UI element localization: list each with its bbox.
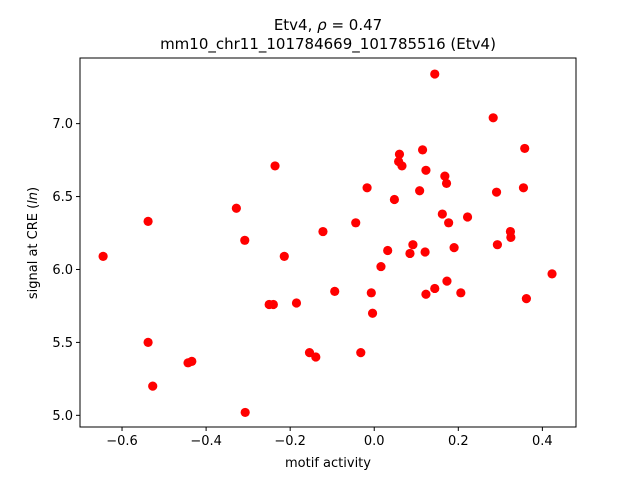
data-point bbox=[449, 243, 459, 253]
data-point bbox=[240, 235, 250, 245]
data-point bbox=[279, 251, 289, 261]
y-tick-label: 7.0 bbox=[52, 117, 73, 132]
data-point bbox=[231, 203, 241, 213]
data-point bbox=[437, 209, 447, 219]
data-point bbox=[318, 226, 328, 237]
data-point bbox=[444, 218, 454, 228]
data-point bbox=[389, 194, 400, 205]
data-point bbox=[98, 251, 108, 261]
y-axis-label-italic: ln bbox=[26, 192, 41, 204]
data-point bbox=[518, 183, 529, 193]
chart-title-prefix: Etv4, bbox=[274, 16, 317, 34]
data-point bbox=[417, 145, 428, 155]
data-point bbox=[491, 187, 502, 197]
y-tick-label: 6.0 bbox=[52, 263, 73, 278]
data-point bbox=[268, 299, 278, 310]
data-point bbox=[547, 269, 557, 279]
data-point bbox=[148, 381, 158, 391]
y-axis-label-suffix: ) bbox=[26, 187, 41, 192]
data-point bbox=[240, 407, 250, 418]
data-point bbox=[408, 240, 418, 250]
data-point bbox=[143, 216, 153, 226]
data-point bbox=[366, 288, 376, 298]
x-tick-label: −0.4 bbox=[190, 434, 222, 449]
data-point bbox=[421, 165, 431, 175]
data-point bbox=[430, 69, 440, 79]
y-axis-label-prefix: signal at CRE ( bbox=[26, 204, 41, 299]
data-point bbox=[492, 240, 502, 250]
data-point bbox=[270, 161, 280, 171]
data-point bbox=[521, 294, 532, 304]
plot-area-frame bbox=[79, 57, 577, 428]
data-point bbox=[291, 298, 302, 308]
x-tick-label: 0.0 bbox=[364, 434, 385, 449]
data-point bbox=[356, 348, 366, 358]
data-point bbox=[430, 283, 440, 294]
data-point bbox=[394, 149, 405, 159]
data-point bbox=[376, 261, 386, 272]
data-point bbox=[405, 248, 415, 259]
y-axis-label: signal at CRE (ln) bbox=[26, 187, 41, 299]
data-point bbox=[397, 161, 407, 171]
data-point bbox=[143, 337, 153, 348]
data-point bbox=[506, 232, 516, 242]
data-point bbox=[330, 286, 340, 296]
data-point bbox=[440, 171, 450, 181]
x-tick-label: −0.2 bbox=[274, 434, 306, 449]
axis-ticks: −0.6 −0.4 −0.2 0.0 0.2 0.4 5.0 5.5 6.0 6.5 7.0 bbox=[52, 117, 552, 449]
data-point bbox=[415, 186, 425, 196]
chart-title-line2: mm10_chr11_101784669_101785516 (Etv4) bbox=[160, 35, 496, 54]
chart-title-line1: Etv4, ρ = 0.47 bbox=[274, 16, 382, 34]
data-point bbox=[520, 143, 530, 154]
x-tick-label: −0.6 bbox=[106, 434, 138, 449]
data-point bbox=[421, 289, 431, 299]
chart-title-rho-symbol: ρ bbox=[317, 16, 327, 34]
data-point bbox=[456, 288, 466, 298]
data-point bbox=[420, 247, 430, 257]
data-point bbox=[488, 113, 498, 123]
data-point bbox=[441, 178, 452, 189]
y-tick-label: 5.0 bbox=[52, 409, 73, 424]
x-tick-label: 0.2 bbox=[448, 434, 469, 449]
data-point bbox=[311, 352, 321, 362]
data-point bbox=[367, 308, 378, 318]
data-point bbox=[351, 218, 361, 228]
chart-title-rho-value: = 0.47 bbox=[327, 16, 383, 34]
data-point bbox=[187, 356, 197, 366]
data-point bbox=[442, 276, 452, 286]
y-tick-label: 6.5 bbox=[52, 190, 73, 205]
data-point bbox=[362, 183, 372, 193]
data-points bbox=[98, 69, 557, 418]
data-point bbox=[383, 245, 393, 256]
y-tick-label: 5.5 bbox=[52, 336, 73, 351]
x-tick-label: 0.4 bbox=[532, 434, 553, 449]
x-axis-label: motif activity bbox=[285, 456, 371, 471]
data-point bbox=[462, 212, 473, 222]
